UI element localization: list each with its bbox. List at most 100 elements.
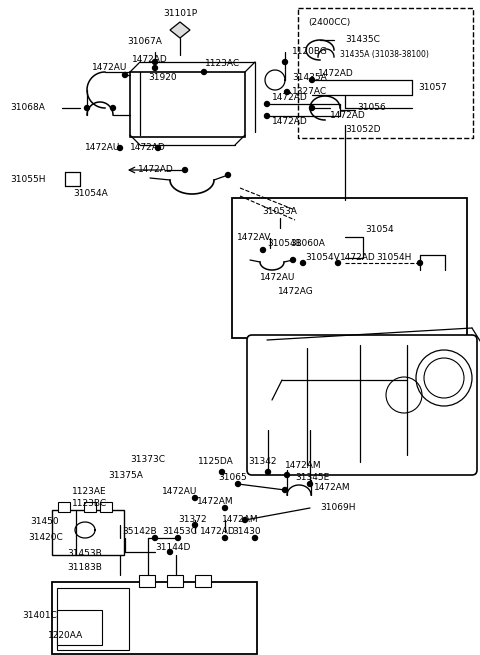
Text: 31435A (31038-38100): 31435A (31038-38100): [340, 50, 429, 58]
Text: 1125DA: 1125DA: [198, 457, 234, 466]
Text: 1472AM: 1472AM: [314, 483, 350, 493]
Bar: [52, 510, 124, 555]
Text: 1472AD: 1472AD: [138, 166, 174, 174]
Bar: [232, 198, 467, 338]
Circle shape: [264, 113, 269, 119]
Circle shape: [261, 248, 265, 252]
Text: 31453C: 31453C: [162, 527, 197, 536]
Text: 31920: 31920: [148, 73, 177, 83]
Circle shape: [84, 105, 89, 111]
Text: 1123BC: 1123BC: [72, 500, 107, 508]
Bar: [130, 72, 245, 137]
Circle shape: [223, 506, 228, 510]
Text: 1120BG: 1120BG: [292, 48, 328, 56]
Circle shape: [192, 523, 197, 527]
Text: 31065: 31065: [218, 474, 247, 483]
Circle shape: [153, 66, 157, 71]
Text: 31060A: 31060A: [290, 240, 325, 248]
Text: 31345E: 31345E: [295, 474, 329, 483]
Bar: [84, 502, 96, 512]
Bar: [57, 610, 102, 645]
Text: 31053A: 31053A: [262, 208, 297, 217]
Text: 31435A: 31435A: [292, 73, 327, 83]
Circle shape: [285, 90, 289, 94]
Text: 1472AD: 1472AD: [200, 527, 236, 536]
Circle shape: [285, 472, 289, 477]
Circle shape: [118, 145, 122, 151]
Text: 31375A: 31375A: [108, 472, 143, 481]
Text: 1472AV: 1472AV: [237, 233, 271, 242]
Text: 1472AU: 1472AU: [162, 487, 197, 496]
FancyBboxPatch shape: [247, 335, 477, 475]
Text: 1472AD: 1472AD: [340, 253, 376, 263]
Text: 31183B: 31183B: [67, 563, 102, 572]
Circle shape: [308, 481, 312, 487]
Circle shape: [290, 257, 296, 263]
Text: 31144D: 31144D: [155, 544, 191, 553]
Text: 1472AU: 1472AU: [85, 143, 120, 153]
Circle shape: [236, 481, 240, 487]
Text: 1220AA: 1220AA: [48, 631, 83, 639]
Text: 31056: 31056: [357, 103, 386, 113]
Circle shape: [310, 77, 314, 83]
Text: 35142B: 35142B: [122, 527, 156, 536]
Text: 31054H: 31054H: [376, 253, 411, 263]
Text: 31055H: 31055H: [10, 176, 46, 185]
Text: 31453B: 31453B: [67, 550, 102, 559]
Circle shape: [168, 550, 172, 555]
Circle shape: [283, 487, 288, 493]
Text: 1472AD: 1472AD: [130, 143, 166, 153]
Circle shape: [242, 517, 248, 523]
Text: 31342: 31342: [248, 457, 276, 466]
Circle shape: [223, 536, 228, 540]
Bar: [298, 8, 473, 138]
Bar: [195, 575, 211, 587]
Text: 31069H: 31069H: [320, 504, 356, 512]
Text: 1123AE: 1123AE: [72, 487, 107, 496]
Text: 1472AM: 1472AM: [197, 498, 234, 506]
Text: 1472AD: 1472AD: [330, 111, 366, 119]
Text: 31101P: 31101P: [163, 10, 197, 18]
Bar: [100, 502, 112, 512]
Circle shape: [418, 261, 422, 265]
Circle shape: [110, 105, 116, 111]
Bar: [139, 575, 155, 587]
Bar: [52, 582, 257, 654]
Circle shape: [202, 69, 206, 75]
Text: 31430: 31430: [232, 527, 261, 536]
Polygon shape: [170, 22, 190, 38]
Text: 31450: 31450: [30, 517, 59, 527]
Text: 1472AD: 1472AD: [272, 94, 308, 102]
Circle shape: [336, 261, 340, 265]
Circle shape: [156, 145, 160, 151]
Text: 1472AM: 1472AM: [222, 515, 259, 525]
Text: 31401C: 31401C: [22, 610, 57, 620]
Text: 31054B: 31054B: [267, 240, 302, 248]
Circle shape: [122, 73, 128, 77]
Text: 31057: 31057: [418, 83, 447, 92]
Text: (2400CC): (2400CC): [308, 18, 350, 26]
Circle shape: [300, 261, 305, 265]
Text: 1472AG: 1472AG: [278, 288, 314, 297]
Text: 31373C: 31373C: [130, 455, 165, 464]
Text: 31054V: 31054V: [305, 253, 340, 263]
Text: 1327AC: 1327AC: [292, 88, 327, 96]
Circle shape: [265, 470, 271, 474]
Circle shape: [283, 60, 288, 64]
Circle shape: [176, 536, 180, 540]
Text: 31435C: 31435C: [345, 35, 380, 45]
Text: 1123AC: 1123AC: [205, 60, 240, 69]
Circle shape: [264, 102, 269, 107]
Circle shape: [182, 168, 188, 172]
Text: 1472AU: 1472AU: [92, 64, 127, 73]
Circle shape: [252, 536, 257, 540]
Text: 31420C: 31420C: [28, 534, 63, 542]
Bar: [57, 588, 129, 650]
Text: 1472AD: 1472AD: [318, 69, 354, 79]
Bar: [58, 502, 70, 512]
Text: 1472AM: 1472AM: [285, 462, 322, 470]
Circle shape: [153, 536, 157, 540]
Circle shape: [310, 105, 314, 111]
Circle shape: [219, 470, 225, 474]
Circle shape: [153, 60, 157, 64]
